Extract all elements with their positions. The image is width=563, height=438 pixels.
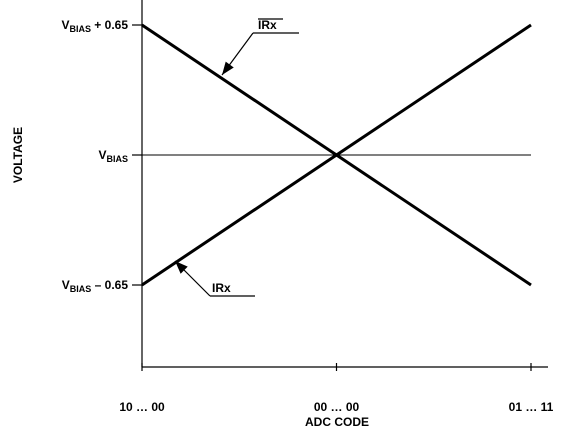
y-tick-label: VBIAS bbox=[98, 148, 128, 164]
irx-arrow-arrowhead bbox=[175, 261, 188, 274]
series-line-irx bbox=[141, 23, 532, 287]
tick-group: 10 … 00 00 … 00 01 … 11 VBIAS + 0.65 VBIAS VB… bbox=[61, 18, 553, 414]
x-tick-label: 00 … 00 bbox=[314, 400, 360, 414]
x-axis-title: ADC CODE bbox=[305, 415, 369, 429]
y-tick-label: VBIAS + 0.65 bbox=[61, 18, 128, 34]
y-axis-title: VOLTAGE bbox=[11, 127, 25, 183]
annotation-group: IRx IRx bbox=[174, 18, 299, 297]
series-group bbox=[141, 23, 532, 287]
axes bbox=[141, 0, 548, 368]
irx-label: IRx bbox=[212, 281, 231, 295]
irx-bar-label: IRx bbox=[258, 18, 277, 32]
y-tick-label: VBIAS – 0.65 bbox=[62, 278, 129, 294]
irx-bar-arrow-arrowhead bbox=[222, 61, 234, 75]
x-tick-label: 10 … 00 bbox=[119, 400, 165, 414]
x-tick-label: 01 … 11 bbox=[509, 400, 554, 414]
